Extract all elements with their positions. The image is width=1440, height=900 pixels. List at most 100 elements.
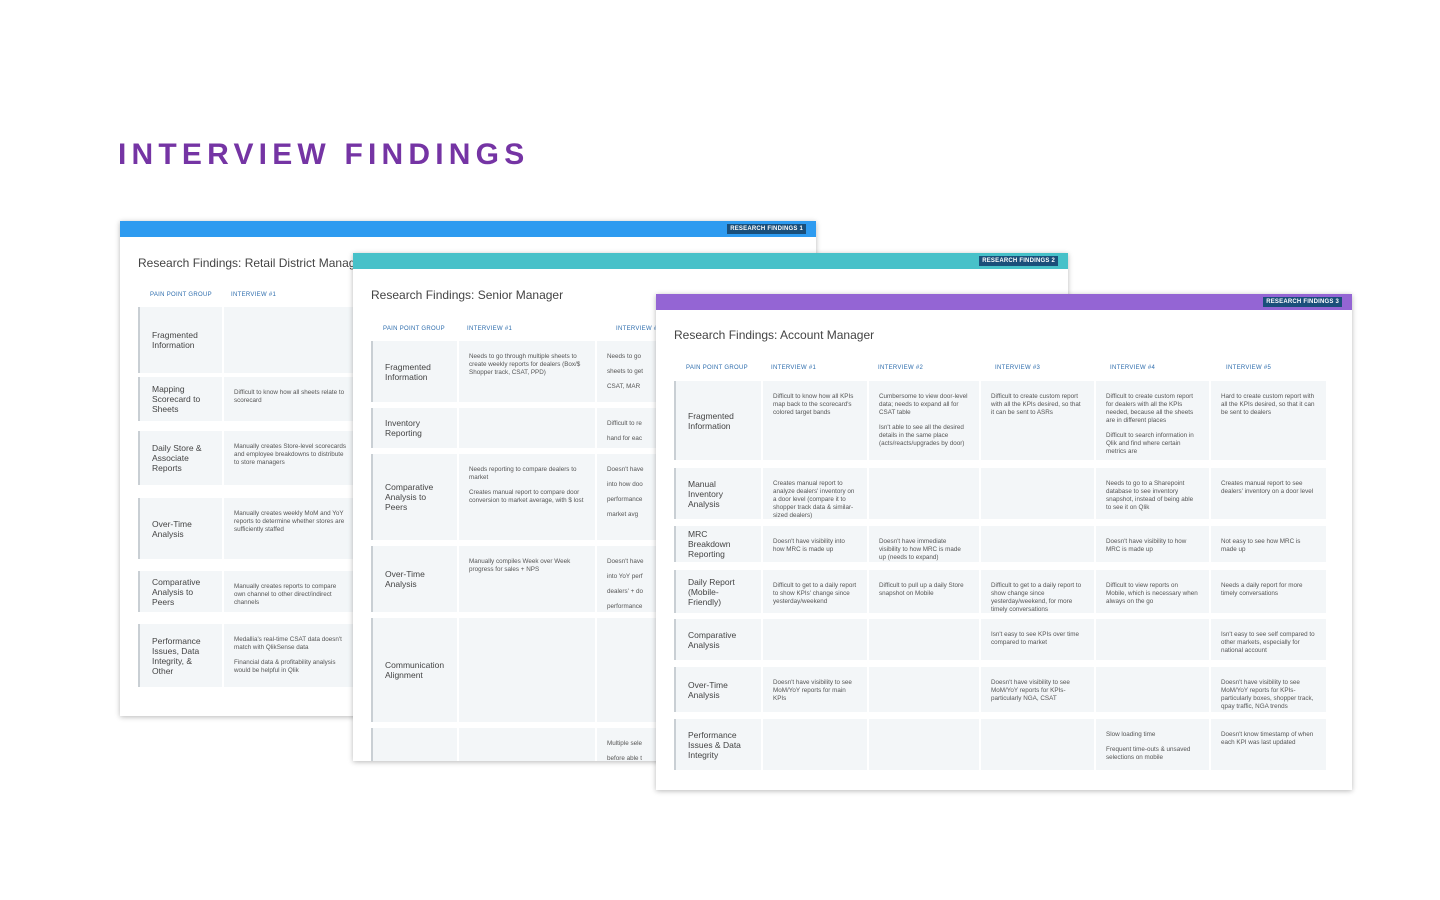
finding-text: Isn't easy to see self compared to other… [1221,631,1315,654]
column-header: INTERVIEW #5 [1226,365,1272,371]
pain-point-group: Misc [371,728,459,761]
finding-cell: Doesn't have visibility into how MRC is … [763,526,869,562]
pain-point-group: Comparative Analysis to Peers [138,571,224,612]
pain-point-group: Daily Store & Associate Reports [138,431,224,485]
finding-text: Medallia's real-time CSAT data doesn't m… [234,636,342,651]
finding-cell [224,307,357,373]
finding-text: Needs to go [607,353,641,360]
finding-cell: Difficult to create custom report with a… [981,381,1096,460]
pain-point-group: Over-Time Analysis [674,667,763,712]
table-row-mrc-breakdown-reporting: MRC Breakdown Reporting Doesn't have visi… [674,526,1326,562]
column-header: INTERVIEW #2 [878,365,924,371]
card-title: Research Findings: Retail District Manag… [138,256,367,270]
card-badge: RESEARCH FINDINGS 3 [1263,297,1342,307]
finding-text: Needs to go through multiple sheets to c… [469,353,581,376]
table-row-mapping-scorecard-to-sheets: Mapping Scorecard to Sheets Difficult to … [138,377,357,421]
table-row-comparative-analysis: Comparative Analysis Isn't easy to see KP… [674,619,1326,660]
finding-cell [459,728,597,761]
finding-text: Manually creates weekly MoM and YoY repo… [234,510,345,533]
pain-point-group: Fragmented Information [674,381,763,460]
pain-point-group: Over-Time Analysis [371,546,459,612]
finding-text: Not easy to see how MRC is made up [1221,538,1301,553]
table-row-over-time-analysis: Over-Time Analysis Doesn't have visibilit… [674,667,1326,712]
pain-point-group: Communication Alignment [371,618,459,722]
table-row-manual-inventory-analysis: Manual Inventory Analysis Creates manual … [674,468,1326,519]
pain-point-group: Daily Report (Mobile-Friendly) [674,570,763,613]
finding-text: performance [607,603,643,610]
finding-text: into how doo [607,481,643,488]
finding-text: Needs to go to a Sharepoint database to … [1106,480,1194,511]
finding-text: Manually creates Store-level scorecards … [234,443,346,466]
column-header: INTERVIEW #4 [1110,365,1156,371]
finding-cell: Doesn't have visibility to how MRC is ma… [1096,526,1211,562]
card-accent-bar [120,221,816,237]
finding-text: Frequent time-outs & unsaved selections … [1106,746,1191,761]
table-row-daily-report-mobile-friendly: Daily Report (Mobile-Friendly) Difficult … [674,570,1326,613]
finding-cell: Doesn't have visibility to see MoM/YoY r… [981,667,1096,712]
finding-cell: Medallia's real-time CSAT data doesn't m… [224,624,357,687]
finding-cell: Needs reporting to compare dealers to ma… [459,454,597,540]
pain-point-group: MRC Breakdown Reporting [674,526,763,562]
finding-text: Needs a daily report for more timely con… [1221,582,1303,597]
finding-cell: Difficult to know how all KPIs map back … [763,381,869,460]
finding-cell [869,667,981,712]
finding-text: market avg [607,511,639,518]
finding-cell: Difficult to get to a daily report to sh… [763,570,869,613]
finding-text: hand for eac [607,435,643,442]
card-badge: RESEARCH FINDINGS 2 [979,256,1058,266]
finding-cell: Hard to create custom report with all th… [1211,381,1326,460]
finding-text: sheets to get [607,368,644,375]
finding-text: Isn't able to see all the desired detail… [879,424,965,447]
card-accent-bar [656,294,1352,310]
finding-cell: Doesn't have immediate visibility to how… [869,526,981,562]
table-row-fragmented-information: Fragmented Information [138,307,357,373]
finding-cell [1096,667,1211,712]
finding-cell [869,619,981,660]
finding-cell: Needs to go through multiple sheets to c… [459,341,597,402]
pain-point-group: Performance Issues, Data Integrity, & Ot… [138,624,224,687]
finding-cell: Doesn't have visibility to see MoM/YoY r… [763,667,869,712]
finding-cell: Needs to go to a Sharepoint database to … [1096,468,1211,519]
finding-text: Creates manual report to compare door co… [469,489,584,504]
finding-text: Doesn't know timestamp of when each KPI … [1221,731,1314,746]
finding-cell [981,468,1096,519]
finding-cell: Difficult to view reports on Mobile, whi… [1096,570,1211,613]
finding-text: Multiple sele [607,740,642,747]
finding-text: Difficult to get to a daily report to sh… [773,582,857,605]
finding-text: Difficult to view reports on Mobile, whi… [1106,582,1198,605]
finding-text: Doesn't have immediate visibility to how… [879,538,961,561]
finding-text: dealers' + do [607,588,644,595]
page-title: INTERVIEW FINDINGS [118,138,530,171]
findings-table: Fragmented Information Difficult to know … [674,381,1326,770]
table-row-daily-store-associate-reports: Daily Store & Associate Reports Manually … [138,431,357,485]
finding-cell: Difficult to create custom report for de… [1096,381,1211,460]
finding-text: Difficult to pull up a daily Store snaps… [879,582,964,597]
finding-cell: Needs a daily report for more timely con… [1211,570,1326,613]
finding-text: Hard to create custom report with all th… [1221,393,1315,416]
table-row-comparative-analysis-to-peers: Comparative Analysis to Peers Manually cr… [138,571,357,612]
finding-cell: Doesn't know timestamp of when each KPI … [1211,719,1326,770]
card-title: Research Findings: Senior Manager [371,288,564,302]
pain-point-group: Over-Time Analysis [138,498,224,559]
table-row-performance-issues-data-integrity-other: Performance Issues, Data Integrity, & Ot… [138,624,357,687]
finding-cell: Cumbersome to view door-level data; need… [869,381,981,460]
column-header: PAIN POINT GROUP [150,292,212,298]
finding-text: Needs reporting to compare dealers to ma… [469,466,577,481]
pain-point-group: Comparative Analysis to Peers [371,454,459,540]
finding-text: Doesn't have visibility to how MRC is ma… [1106,538,1187,553]
column-header: INTERVIEW # [616,326,658,332]
table-row-fragmented-information: Fragmented Information Difficult to know … [674,381,1326,460]
pain-point-group: Fragmented Information [138,307,224,373]
finding-text: into YoY perf [607,573,643,580]
finding-text: Doesn't have visibility to see MoM/YoY r… [1221,679,1314,710]
finding-cell [981,526,1096,562]
finding-text: Difficult to search information in Qlik … [1106,432,1194,455]
findings-table: Fragmented Information Mapping Scorecard … [138,307,357,687]
column-header: PAIN POINT GROUP [686,365,748,371]
finding-cell: Not easy to see how MRC is made up [1211,526,1326,562]
finding-text: Doesn't have visibility into how MRC is … [773,538,845,553]
finding-cell [869,468,981,519]
finding-text: Isn't easy to see KPIs over time compare… [991,631,1079,646]
finding-text: Creates manual report to analyze dealers… [773,480,855,519]
pain-point-group: Performance Issues & Data Integrity [674,719,763,770]
